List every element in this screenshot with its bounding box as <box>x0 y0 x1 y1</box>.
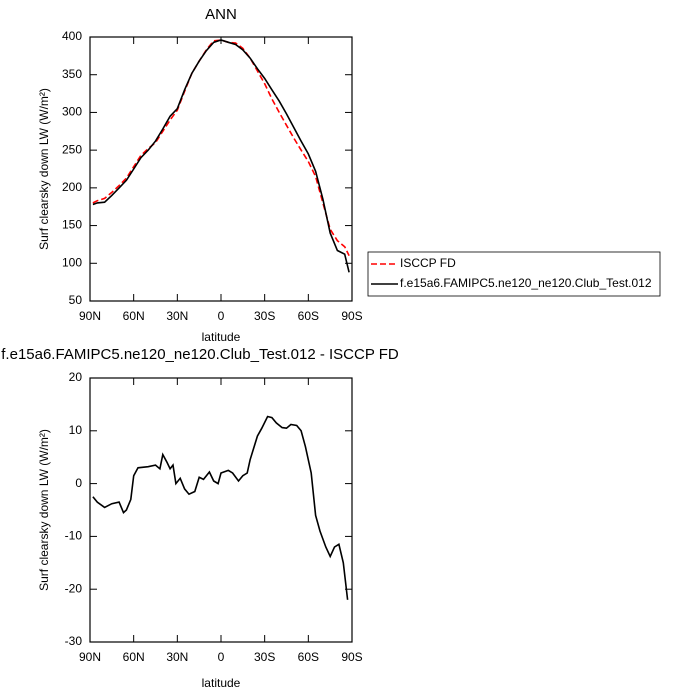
data-line <box>92 415 349 600</box>
x-tick-label: 60S <box>298 309 319 323</box>
y-tick-label: 10 <box>69 423 83 437</box>
y-tick-label: -10 <box>65 529 83 543</box>
chart-title: f.e15a6.FAMIPC5.ne120_ne120.Club_Test.01… <box>1 346 399 363</box>
y-axis-label: Surf clearsky down LW (W/m²) <box>37 429 51 591</box>
y-axis-label: Surf clearsky down LW (W/m²) <box>37 88 51 250</box>
legend-label: f.e15a6.FAMIPC5.ne120_ne120.Club_Test.01… <box>400 276 652 290</box>
plot-frame <box>89 36 353 302</box>
y-tick-label: 350 <box>62 67 82 81</box>
y-tick-label: 0 <box>75 476 82 490</box>
plot-frame <box>89 377 353 643</box>
x-tick-label: 90N <box>79 650 101 664</box>
x-tick-label: 90N <box>79 309 101 323</box>
x-tick-label: 60S <box>298 650 319 664</box>
data-line <box>92 39 350 257</box>
x-tick-label: 0 <box>218 309 225 323</box>
x-tick-label: 90S <box>341 650 362 664</box>
x-axis-label: latitude <box>202 330 241 344</box>
y-tick-label: 50 <box>69 293 83 307</box>
x-tick-label: 30S <box>254 650 275 664</box>
y-tick-label: -30 <box>65 634 83 648</box>
chart-title: ANN <box>205 6 237 23</box>
x-tick-label: 30N <box>166 650 188 664</box>
legend-box <box>367 251 661 297</box>
legend-label: ISCCP FD <box>400 256 456 270</box>
y-tick-label: 300 <box>62 105 82 119</box>
x-axis-label: latitude <box>202 676 241 690</box>
x-tick-label: 0 <box>218 650 225 664</box>
y-tick-label: 250 <box>62 142 82 156</box>
x-tick-label: 60N <box>123 650 145 664</box>
y-tick-label: 150 <box>62 218 82 232</box>
x-tick-label: 30S <box>254 309 275 323</box>
y-tick-label: 100 <box>62 255 82 269</box>
y-tick-label: 200 <box>62 180 82 194</box>
y-tick-label: -20 <box>65 581 83 595</box>
x-tick-label: 90S <box>341 309 362 323</box>
x-tick-label: 60N <box>123 309 145 323</box>
y-tick-label: 20 <box>69 370 83 384</box>
x-tick-label: 30N <box>166 309 188 323</box>
data-line <box>92 39 350 273</box>
y-tick-label: 400 <box>62 29 82 43</box>
